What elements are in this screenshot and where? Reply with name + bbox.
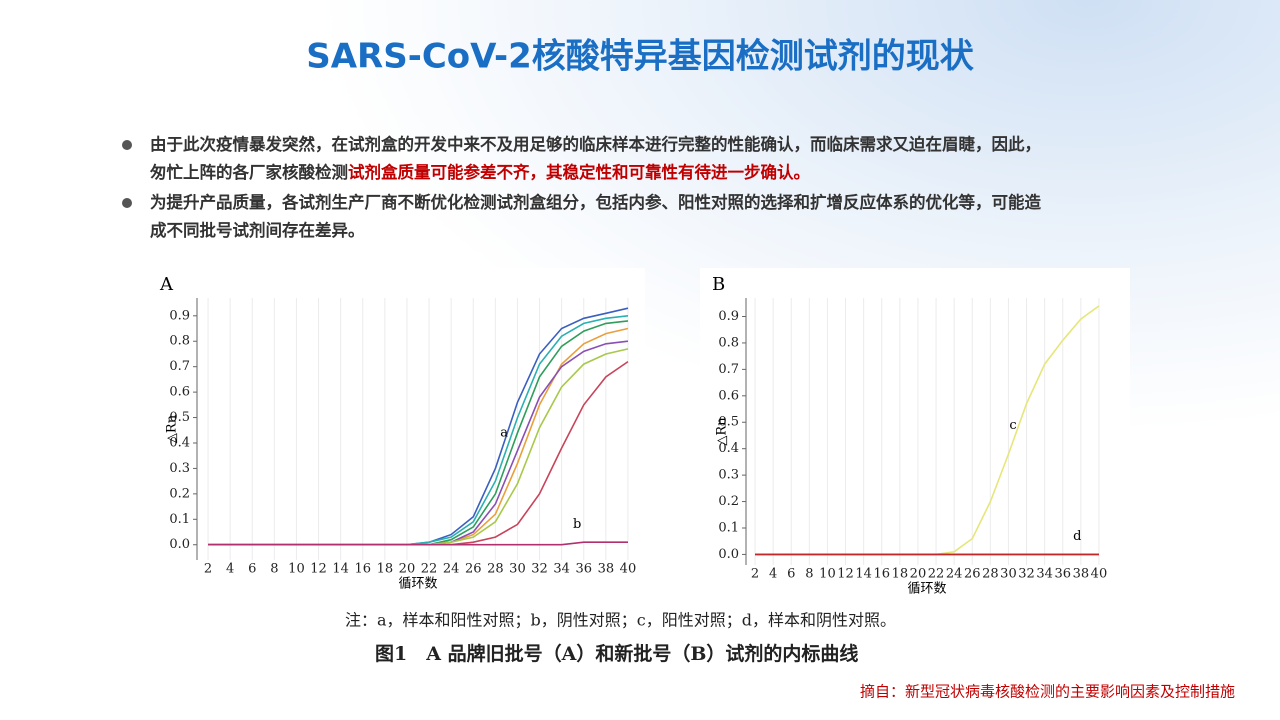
x-tick-label: 24 bbox=[946, 567, 963, 582]
x-tick-label: 2 bbox=[751, 567, 759, 582]
y-tick-label: 0.1 bbox=[718, 520, 739, 535]
x-tick-label: 36 bbox=[1054, 567, 1071, 582]
y-tick-label: 0.4 bbox=[718, 441, 739, 456]
y-tick-label: 0.5 bbox=[718, 415, 739, 430]
x-tick-label: 10 bbox=[819, 567, 836, 582]
y-tick-label: 0.3 bbox=[169, 461, 190, 476]
x-tick-label: 20 bbox=[910, 567, 927, 582]
x-tick-label: 14 bbox=[332, 562, 349, 577]
text-run: 为提升产品质量，各试剂生产厂商不断优化检测试剂盒组分，包括内参、阳性对照的选择和… bbox=[150, 192, 1042, 212]
y-tick-label: 0.7 bbox=[169, 359, 190, 374]
x-tick-label: 30 bbox=[509, 562, 526, 577]
y-tick-label: 0.4 bbox=[169, 435, 190, 450]
x-tick-label: 40 bbox=[620, 562, 637, 577]
y-tick-label: 0.8 bbox=[169, 334, 190, 349]
charts: A2 4 6 8 10 12 14 16 18 20 22 24 26 28 30 32 34 36 38 400.0… bbox=[159, 274, 1107, 597]
y-tick-label: 0.7 bbox=[718, 362, 739, 377]
y-axis-label: △Rn bbox=[165, 414, 180, 443]
figure-caption: 图1 A 品牌旧批号（A）和新批号（B）试剂的内标曲线 bbox=[375, 642, 858, 665]
y-tick-label: 0.9 bbox=[169, 308, 190, 323]
x-tick-label: 6 bbox=[787, 567, 795, 582]
text-run: 匆忙上阵的各厂家核酸检测 bbox=[149, 162, 348, 182]
emphasis-text: 试剂盒质量可能参差不齐，其稳定性和可靠性有待进一步确认。 bbox=[348, 162, 810, 182]
y-tick-label: 0.6 bbox=[169, 385, 190, 400]
x-tick-label: 8 bbox=[805, 567, 813, 582]
x-tick-label: 14 bbox=[855, 567, 872, 582]
x-tick-label: 30 bbox=[1000, 567, 1017, 582]
text-run: 由于此次疫情暴发突然，在试剂盒的开发中来不及用足够的临床样本进行完整的性能确认，… bbox=[150, 134, 1041, 154]
bullet-line: 为提升产品质量，各试剂生产厂商不断优化检测试剂盒组分，包括内参、阳性对照的选择和… bbox=[150, 192, 1042, 212]
y-tick-label: 0.9 bbox=[718, 309, 739, 324]
x-tick-label: 28 bbox=[487, 562, 504, 577]
figure-a-bg bbox=[150, 268, 645, 603]
x-tick-label: 8 bbox=[270, 562, 278, 577]
x-tick-label: 4 bbox=[226, 562, 234, 577]
x-tick-label: 24 bbox=[443, 562, 460, 577]
y-tick-label: 0.0 bbox=[169, 537, 190, 552]
x-tick-label: 32 bbox=[531, 562, 548, 577]
x-tick-label: 26 bbox=[964, 567, 981, 582]
x-axis-label: 循环数 bbox=[398, 577, 437, 592]
x-tick-label: 32 bbox=[1018, 567, 1035, 582]
x-tick-label: 18 bbox=[377, 562, 394, 577]
x-tick-label: 12 bbox=[837, 567, 854, 582]
curve-annotation: d bbox=[1073, 529, 1081, 544]
x-axis-label: 循环数 bbox=[907, 582, 946, 597]
x-tick-label: 40 bbox=[1091, 567, 1108, 582]
x-tick-label: 34 bbox=[1036, 567, 1053, 582]
bullet-list: 由于此次疫情暴发突然，在试剂盒的开发中来不及用足够的临床样本进行完整的性能确认，… bbox=[122, 134, 1042, 240]
x-tick-label: 16 bbox=[873, 567, 890, 582]
curve-annotation: a bbox=[500, 425, 508, 440]
y-tick-label: 0.6 bbox=[718, 388, 739, 403]
y-axis-label: △Rn bbox=[715, 417, 730, 446]
x-tick-label: 34 bbox=[553, 562, 570, 577]
figure-note: 注：a，样本和阳性对照；b，阴性对照；c，阳性对照；d，样本和阴性对照。 bbox=[345, 611, 896, 630]
x-tick-label: 38 bbox=[598, 562, 615, 577]
x-tick-label: 22 bbox=[421, 562, 438, 577]
x-tick-label: 10 bbox=[288, 562, 305, 577]
x-tick-label: 6 bbox=[248, 562, 256, 577]
slide-title: SARS-CoV-2核酸特异基因检测试剂的现状 bbox=[306, 37, 974, 77]
y-tick-label: 0.2 bbox=[718, 494, 739, 509]
y-tick-label: 0.8 bbox=[718, 335, 739, 350]
x-tick-label: 28 bbox=[982, 567, 999, 582]
curve-annotation: b bbox=[573, 517, 581, 532]
bullet-line: 成不同批号试剂间存在差异。 bbox=[150, 220, 365, 240]
bullet-line: 由于此次疫情暴发突然，在试剂盒的开发中来不及用足够的临床样本进行完整的性能确认，… bbox=[150, 134, 1041, 154]
x-tick-label: 4 bbox=[769, 567, 777, 582]
x-tick-label: 12 bbox=[310, 562, 327, 577]
panel-label: A bbox=[159, 274, 174, 295]
figure-b-bg bbox=[700, 268, 1130, 603]
x-tick-label: 18 bbox=[892, 567, 909, 582]
x-tick-label: 38 bbox=[1073, 567, 1090, 582]
y-tick-label: 0.3 bbox=[718, 468, 739, 483]
bullet-dot bbox=[122, 198, 132, 208]
y-tick-label: 0.0 bbox=[718, 547, 739, 562]
x-tick-label: 2 bbox=[204, 562, 212, 577]
text-run: 成不同批号试剂间存在差异。 bbox=[150, 220, 365, 240]
y-tick-label: 0.1 bbox=[169, 512, 190, 527]
bullet-line: 匆忙上阵的各厂家核酸检测试剂盒质量可能参差不齐，其稳定性和可靠性有待进一步确认。 bbox=[149, 162, 810, 182]
x-tick-label: 36 bbox=[575, 562, 592, 577]
x-tick-label: 16 bbox=[354, 562, 371, 577]
x-tick-label: 20 bbox=[399, 562, 416, 577]
y-tick-label: 0.2 bbox=[169, 486, 190, 501]
x-tick-label: 22 bbox=[928, 567, 945, 582]
bullet-dot bbox=[122, 140, 132, 150]
curve-annotation: c bbox=[1009, 418, 1016, 433]
panel-label: B bbox=[712, 274, 725, 295]
x-tick-label: 26 bbox=[465, 562, 482, 577]
curve bbox=[208, 541, 628, 546]
y-tick-label: 0.5 bbox=[169, 410, 190, 425]
source-note: 摘自：新型冠状病毒核酸检测的主要影响因素及控制措施 bbox=[860, 683, 1235, 701]
